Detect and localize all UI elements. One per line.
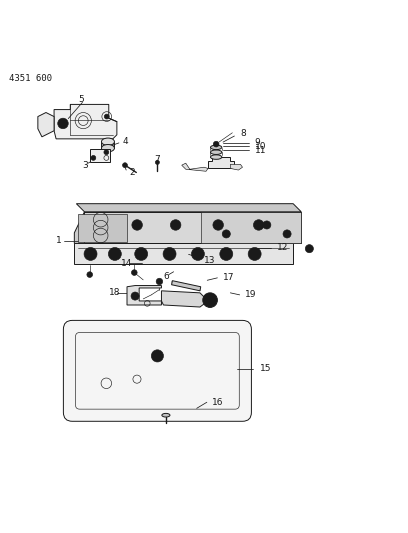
Text: 4351 600: 4351 600 [9,74,53,83]
Ellipse shape [211,150,222,155]
Text: 7: 7 [154,156,160,164]
Circle shape [109,247,121,261]
Polygon shape [74,212,84,244]
Circle shape [104,150,109,155]
Circle shape [95,220,106,230]
Circle shape [206,296,214,304]
Text: 1: 1 [56,237,62,246]
Polygon shape [162,291,208,307]
Text: 6: 6 [164,272,169,281]
Text: 13: 13 [204,255,215,264]
Polygon shape [78,214,127,243]
Circle shape [91,156,96,160]
Circle shape [220,247,233,261]
Text: 9: 9 [255,138,260,147]
Circle shape [203,293,217,308]
Polygon shape [182,163,208,171]
Text: 15: 15 [260,364,271,373]
Circle shape [213,220,224,230]
Circle shape [171,220,181,230]
Text: 16: 16 [212,398,224,407]
Polygon shape [84,212,301,244]
Polygon shape [172,281,201,291]
Circle shape [305,245,313,253]
Text: 2: 2 [129,167,135,176]
Polygon shape [54,104,117,139]
Text: 8: 8 [240,129,246,138]
Circle shape [215,222,221,228]
Text: 17: 17 [224,273,235,282]
Ellipse shape [211,155,222,159]
Circle shape [134,222,140,228]
Ellipse shape [102,144,115,152]
Text: 14: 14 [121,259,132,268]
Circle shape [256,222,262,228]
Text: 18: 18 [109,288,120,297]
Ellipse shape [162,414,170,417]
Circle shape [135,247,148,261]
Text: 3: 3 [82,161,88,170]
Circle shape [222,230,231,238]
FancyBboxPatch shape [63,320,251,421]
Circle shape [87,272,93,278]
Circle shape [213,141,219,147]
Circle shape [98,222,104,228]
Ellipse shape [102,138,115,146]
Circle shape [156,278,163,285]
Circle shape [155,160,160,164]
Text: 4: 4 [123,137,129,146]
Polygon shape [231,164,242,170]
Circle shape [173,222,178,228]
Circle shape [131,292,139,300]
Circle shape [104,114,109,119]
Circle shape [84,247,97,261]
Polygon shape [76,204,301,212]
Polygon shape [127,286,162,305]
Text: 10: 10 [255,142,266,151]
Ellipse shape [211,145,222,150]
Circle shape [253,220,264,230]
Circle shape [58,118,68,129]
Circle shape [248,247,261,261]
Bar [90,149,110,161]
Polygon shape [38,112,54,137]
Text: 5: 5 [78,95,84,104]
Circle shape [191,247,204,261]
Polygon shape [208,157,234,168]
Polygon shape [74,244,293,264]
Circle shape [263,221,271,229]
Circle shape [122,163,127,167]
Text: 11: 11 [255,146,266,155]
Circle shape [163,247,176,261]
Circle shape [151,350,164,362]
Text: 19: 19 [245,290,257,300]
Text: 12: 12 [277,244,288,252]
Circle shape [283,230,291,238]
Polygon shape [201,212,301,244]
Circle shape [131,270,137,276]
Circle shape [132,220,142,230]
